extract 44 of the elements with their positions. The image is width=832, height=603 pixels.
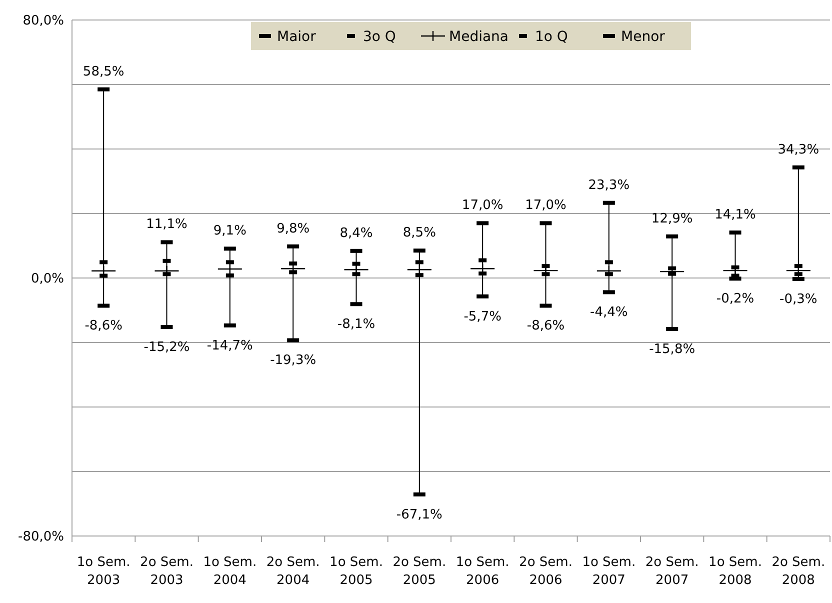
x-tick-label: 2o Sem. 2003 [140,555,194,588]
data-label: -4,4% [590,305,628,320]
data-label: -5,7% [464,309,502,324]
x-tick-label: 2o Sem. 2006 [519,555,572,588]
data-label: 9,8% [276,221,310,236]
data-label: 12,9% [651,211,693,226]
data-label: -0,2% [716,292,754,307]
legend-label: Maior [277,28,316,45]
legend-label: Menor [621,28,666,45]
x-tick-label: 1o Sem. 2004 [203,555,257,588]
x-tick-label: 2o Sem. 2005 [392,555,446,588]
data-label: -19,3% [270,353,316,368]
legend-label: Mediana [449,28,508,45]
data-label: 17,0% [462,198,504,214]
legend-label: 3o Q [363,28,396,45]
x-tick-label: 1o Sem. 2003 [76,555,130,588]
data-label: -8,1% [337,317,376,332]
x-tick-label: 2o Sem. 2007 [645,555,699,588]
legend-label: 1o Q [535,28,568,45]
x-tick-label: 2o Sem. 2004 [266,555,320,588]
data-label: 17,0% [525,198,566,214]
data-label: -14,7% [206,338,253,354]
data-label: -67,1% [396,507,442,522]
data-label: -15,8% [649,342,696,357]
data-label: -8,6% [526,318,565,334]
x-tick-label: 1o Sem. 2006 [456,555,510,588]
data-label: 8,5% [402,226,436,241]
data-label: 8,4% [340,226,373,241]
data-label: 14,1% [714,208,756,223]
data-label: 34,3% [778,142,820,158]
y-tick-label: 80,0% [22,14,64,29]
x-tick-label: 2o Sem. 2008 [772,555,826,588]
x-tick-label: 1o Sem. 2008 [708,555,762,588]
data-label: 9,1% [213,224,246,239]
x-tick-label: 1o Sem. 2005 [330,555,383,588]
data-label: -8,6% [84,318,122,334]
y-tick-label: 0,0% [30,272,64,287]
data-label: 11,1% [146,217,188,232]
data-label: -15,2% [144,340,190,356]
data-label: 23,3% [588,178,630,193]
x-tick-label: 1o Sem. 2007 [582,555,636,588]
data-label: -0,3% [780,292,818,307]
y-tick-label: -80,0% [18,530,64,545]
data-label: 58,5% [82,64,124,80]
